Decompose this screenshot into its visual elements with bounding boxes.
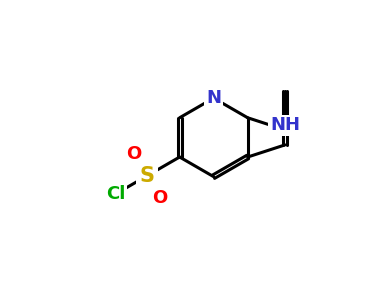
Text: O: O — [152, 189, 167, 207]
Text: S: S — [140, 166, 154, 186]
Text: Cl: Cl — [106, 185, 125, 203]
Text: N: N — [206, 89, 221, 107]
Text: NH: NH — [270, 116, 300, 134]
Text: O: O — [126, 145, 142, 163]
